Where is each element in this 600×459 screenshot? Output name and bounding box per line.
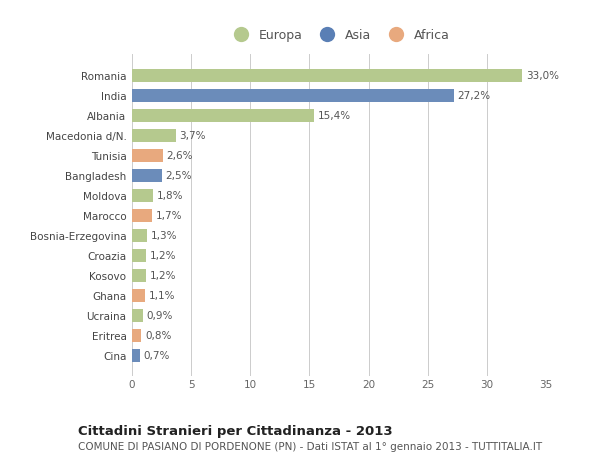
Text: 15,4%: 15,4% (318, 111, 351, 121)
Text: COMUNE DI PASIANO DI PORDENONE (PN) - Dati ISTAT al 1° gennaio 2013 - TUTTITALIA: COMUNE DI PASIANO DI PORDENONE (PN) - Da… (78, 441, 542, 451)
Bar (132, 249, 146, 262)
Text: 27,2%: 27,2% (457, 91, 490, 101)
Text: 0,9%: 0,9% (146, 310, 173, 320)
Text: 33,0%: 33,0% (526, 71, 559, 81)
Bar (132, 150, 163, 162)
Text: 2,6%: 2,6% (166, 151, 193, 161)
Text: 1,2%: 1,2% (150, 251, 176, 261)
Text: 0,7%: 0,7% (144, 350, 170, 360)
Bar (132, 289, 145, 302)
Text: 1,8%: 1,8% (157, 191, 184, 201)
Bar (132, 349, 140, 362)
Bar (132, 309, 143, 322)
Text: 3,7%: 3,7% (179, 131, 206, 141)
Text: 2,5%: 2,5% (165, 171, 191, 181)
Text: 1,2%: 1,2% (150, 270, 176, 280)
Text: 1,7%: 1,7% (155, 211, 182, 221)
Bar (132, 209, 152, 222)
Bar (132, 70, 523, 83)
Text: 0,8%: 0,8% (145, 330, 172, 340)
Bar (132, 110, 314, 123)
Bar (132, 229, 148, 242)
Text: 1,3%: 1,3% (151, 231, 178, 241)
Bar (132, 169, 161, 182)
Bar (132, 269, 146, 282)
Bar (132, 129, 176, 142)
Text: Cittadini Stranieri per Cittadinanza - 2013: Cittadini Stranieri per Cittadinanza - 2… (78, 425, 392, 437)
Bar (132, 189, 153, 202)
Bar (132, 329, 142, 342)
Legend: Europa, Asia, Africa: Europa, Asia, Africa (229, 29, 449, 42)
Bar (132, 90, 454, 102)
Text: 1,1%: 1,1% (149, 291, 175, 301)
